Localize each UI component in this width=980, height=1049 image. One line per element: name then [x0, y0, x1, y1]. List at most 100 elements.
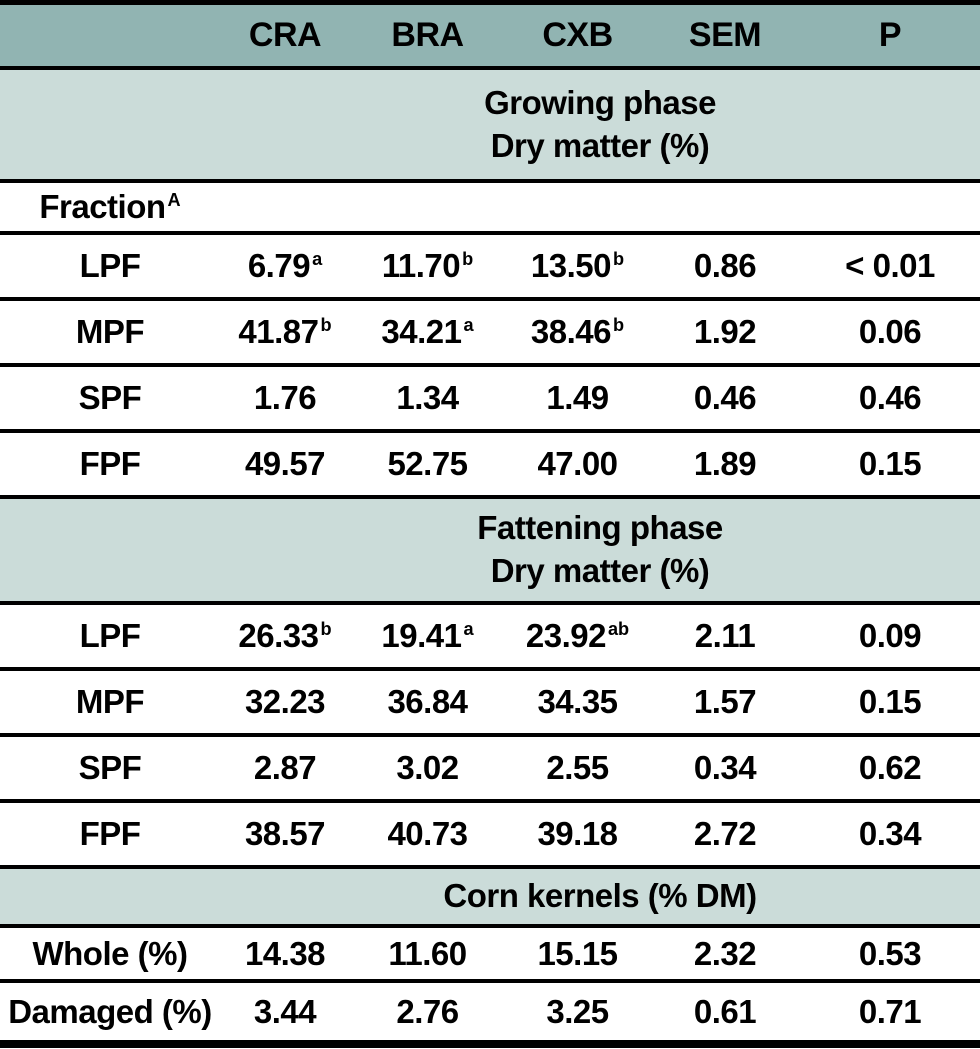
value: 2.87 — [253, 749, 317, 786]
table-row-whole: Whole (%) 14.38 11.60 15.15 2.32 0.53 — [0, 928, 980, 983]
value: 3.44 — [253, 992, 317, 1030]
value: 49.57 — [244, 445, 326, 482]
value: < 0.01 — [845, 247, 935, 284]
value-cell: 32.23 — [220, 671, 350, 737]
value-cell: 19.41 a — [350, 605, 505, 671]
value: 26.33 — [238, 617, 319, 654]
value-cell: 0.86 — [650, 235, 800, 301]
table-row-growing-mpf: MPF 41.87 b 34.21 a 38.46 b 1.92 0.06 — [0, 301, 980, 367]
value-cell: 14.38 — [220, 928, 350, 983]
col-header-blank — [0, 5, 220, 70]
value-cell: < 0.01 — [800, 235, 980, 301]
row-label: SPF — [0, 367, 220, 433]
superscript-note: A — [167, 190, 181, 210]
row-label: LPF — [0, 235, 220, 301]
value: 41.87 — [238, 313, 319, 350]
value-cell: 0.46 — [650, 367, 800, 433]
subheader-text: Fraction — [39, 188, 166, 225]
section-title-line1: Growing phase — [484, 83, 716, 121]
value-cell: 0.62 — [800, 737, 980, 803]
table-row-fattening-lpf: LPF 26.33 b 19.41 a 23.92 ab 2.11 0.09 — [0, 605, 980, 671]
value-cell: 1.76 — [220, 367, 350, 433]
value: 39.18 — [537, 815, 618, 852]
value-cell: 34.21 a — [350, 301, 505, 367]
value: 1.34 — [396, 379, 459, 416]
value: 0.62 — [858, 749, 922, 786]
subheader-row-fraction: Fraction A — [0, 183, 980, 235]
value: 38.57 — [244, 815, 326, 852]
value-cell: 47.00 — [505, 433, 650, 499]
value: 2.72 — [693, 815, 757, 852]
value-cell: 2.87 — [220, 737, 350, 803]
value-cell: 11.60 — [350, 928, 505, 983]
superscript-note: b — [320, 619, 332, 639]
value: 1.57 — [693, 683, 757, 720]
table-row-growing-spf: SPF 1.76 1.34 1.49 0.46 0.46 — [0, 367, 980, 433]
value: 0.34 — [858, 815, 922, 852]
value-cell: 13.50 b — [505, 235, 650, 301]
value: 0.15 — [858, 445, 922, 482]
table-row-growing-lpf: LPF 6.79 a 11.70 b 13.50 b 0.86 < 0.01 — [0, 235, 980, 301]
col-header-sem: SEM — [650, 5, 800, 70]
value-cell: 1.49 — [505, 367, 650, 433]
col-header-bra: BRA — [350, 5, 505, 70]
value-cell: 38.46 b — [505, 301, 650, 367]
col-header-cra: CRA — [220, 5, 350, 70]
row-label: SPF — [0, 737, 220, 803]
value-cell: 0.06 — [800, 301, 980, 367]
value-cell: 1.89 — [650, 433, 800, 499]
value-cell: 34.35 — [505, 671, 650, 737]
superscript-note: b — [613, 315, 625, 335]
value: 2.76 — [396, 992, 459, 1030]
value-cell: 3.44 — [220, 983, 350, 1040]
value: 0.34 — [693, 749, 757, 786]
section-title-line1: Corn kernels (% DM) — [443, 877, 757, 915]
value: 19.41 — [381, 617, 462, 654]
value-cell: 2.55 — [505, 737, 650, 803]
value-cell: 2.32 — [650, 928, 800, 983]
value-cell: 2.76 — [350, 983, 505, 1040]
value-cell: 0.46 — [800, 367, 980, 433]
table-row-damaged: Damaged (%) 3.44 2.76 3.25 0.61 0.71 — [0, 983, 980, 1040]
value-cell: 2.72 — [650, 803, 800, 869]
value: 0.53 — [858, 934, 922, 972]
value-cell: 0.53 — [800, 928, 980, 983]
superscript-note: b — [462, 249, 474, 269]
value: 0.09 — [858, 617, 922, 654]
value-cell: 1.57 — [650, 671, 800, 737]
section-band-fattening: Fattening phase Dry matter (%) — [0, 499, 980, 605]
value-cell: 40.73 — [350, 803, 505, 869]
value: 11.70 — [381, 247, 461, 284]
superscript-note: b — [320, 315, 332, 335]
value-cell: 3.02 — [350, 737, 505, 803]
superscript-note: a — [312, 249, 323, 269]
col-header-cxb: CXB — [505, 5, 650, 70]
value-cell: 3.25 — [505, 983, 650, 1040]
value-cell: 0.34 — [800, 803, 980, 869]
value: 0.46 — [858, 379, 922, 416]
value: 3.02 — [396, 749, 459, 786]
value: 1.89 — [693, 445, 757, 482]
empty-cell — [220, 183, 350, 235]
value: 32.23 — [244, 683, 326, 720]
value: 36.84 — [387, 683, 468, 720]
value: 47.00 — [537, 445, 618, 482]
value-cell: 11.70 b — [350, 235, 505, 301]
superscript-note: a — [463, 619, 474, 639]
value: 0.71 — [858, 992, 922, 1030]
section-band-corn-kernels: Corn kernels (% DM) — [0, 869, 980, 928]
table-row-fattening-mpf: MPF 32.23 36.84 34.35 1.57 0.15 — [0, 671, 980, 737]
value: 0.86 — [693, 247, 757, 284]
section-band-growing: Growing phase Dry matter (%) — [0, 70, 980, 183]
empty-cell — [650, 183, 800, 235]
section-title-fattening: Fattening phase Dry matter (%) — [220, 499, 980, 605]
value-cell: 39.18 — [505, 803, 650, 869]
value: 2.32 — [693, 934, 757, 972]
value-cell: 52.75 — [350, 433, 505, 499]
row-label: LPF — [0, 605, 220, 671]
superscript-note: ab — [607, 619, 630, 639]
value: 14.38 — [244, 934, 326, 972]
section-title-line2: Dry matter (%) — [490, 126, 710, 164]
value: 0.61 — [693, 992, 757, 1030]
